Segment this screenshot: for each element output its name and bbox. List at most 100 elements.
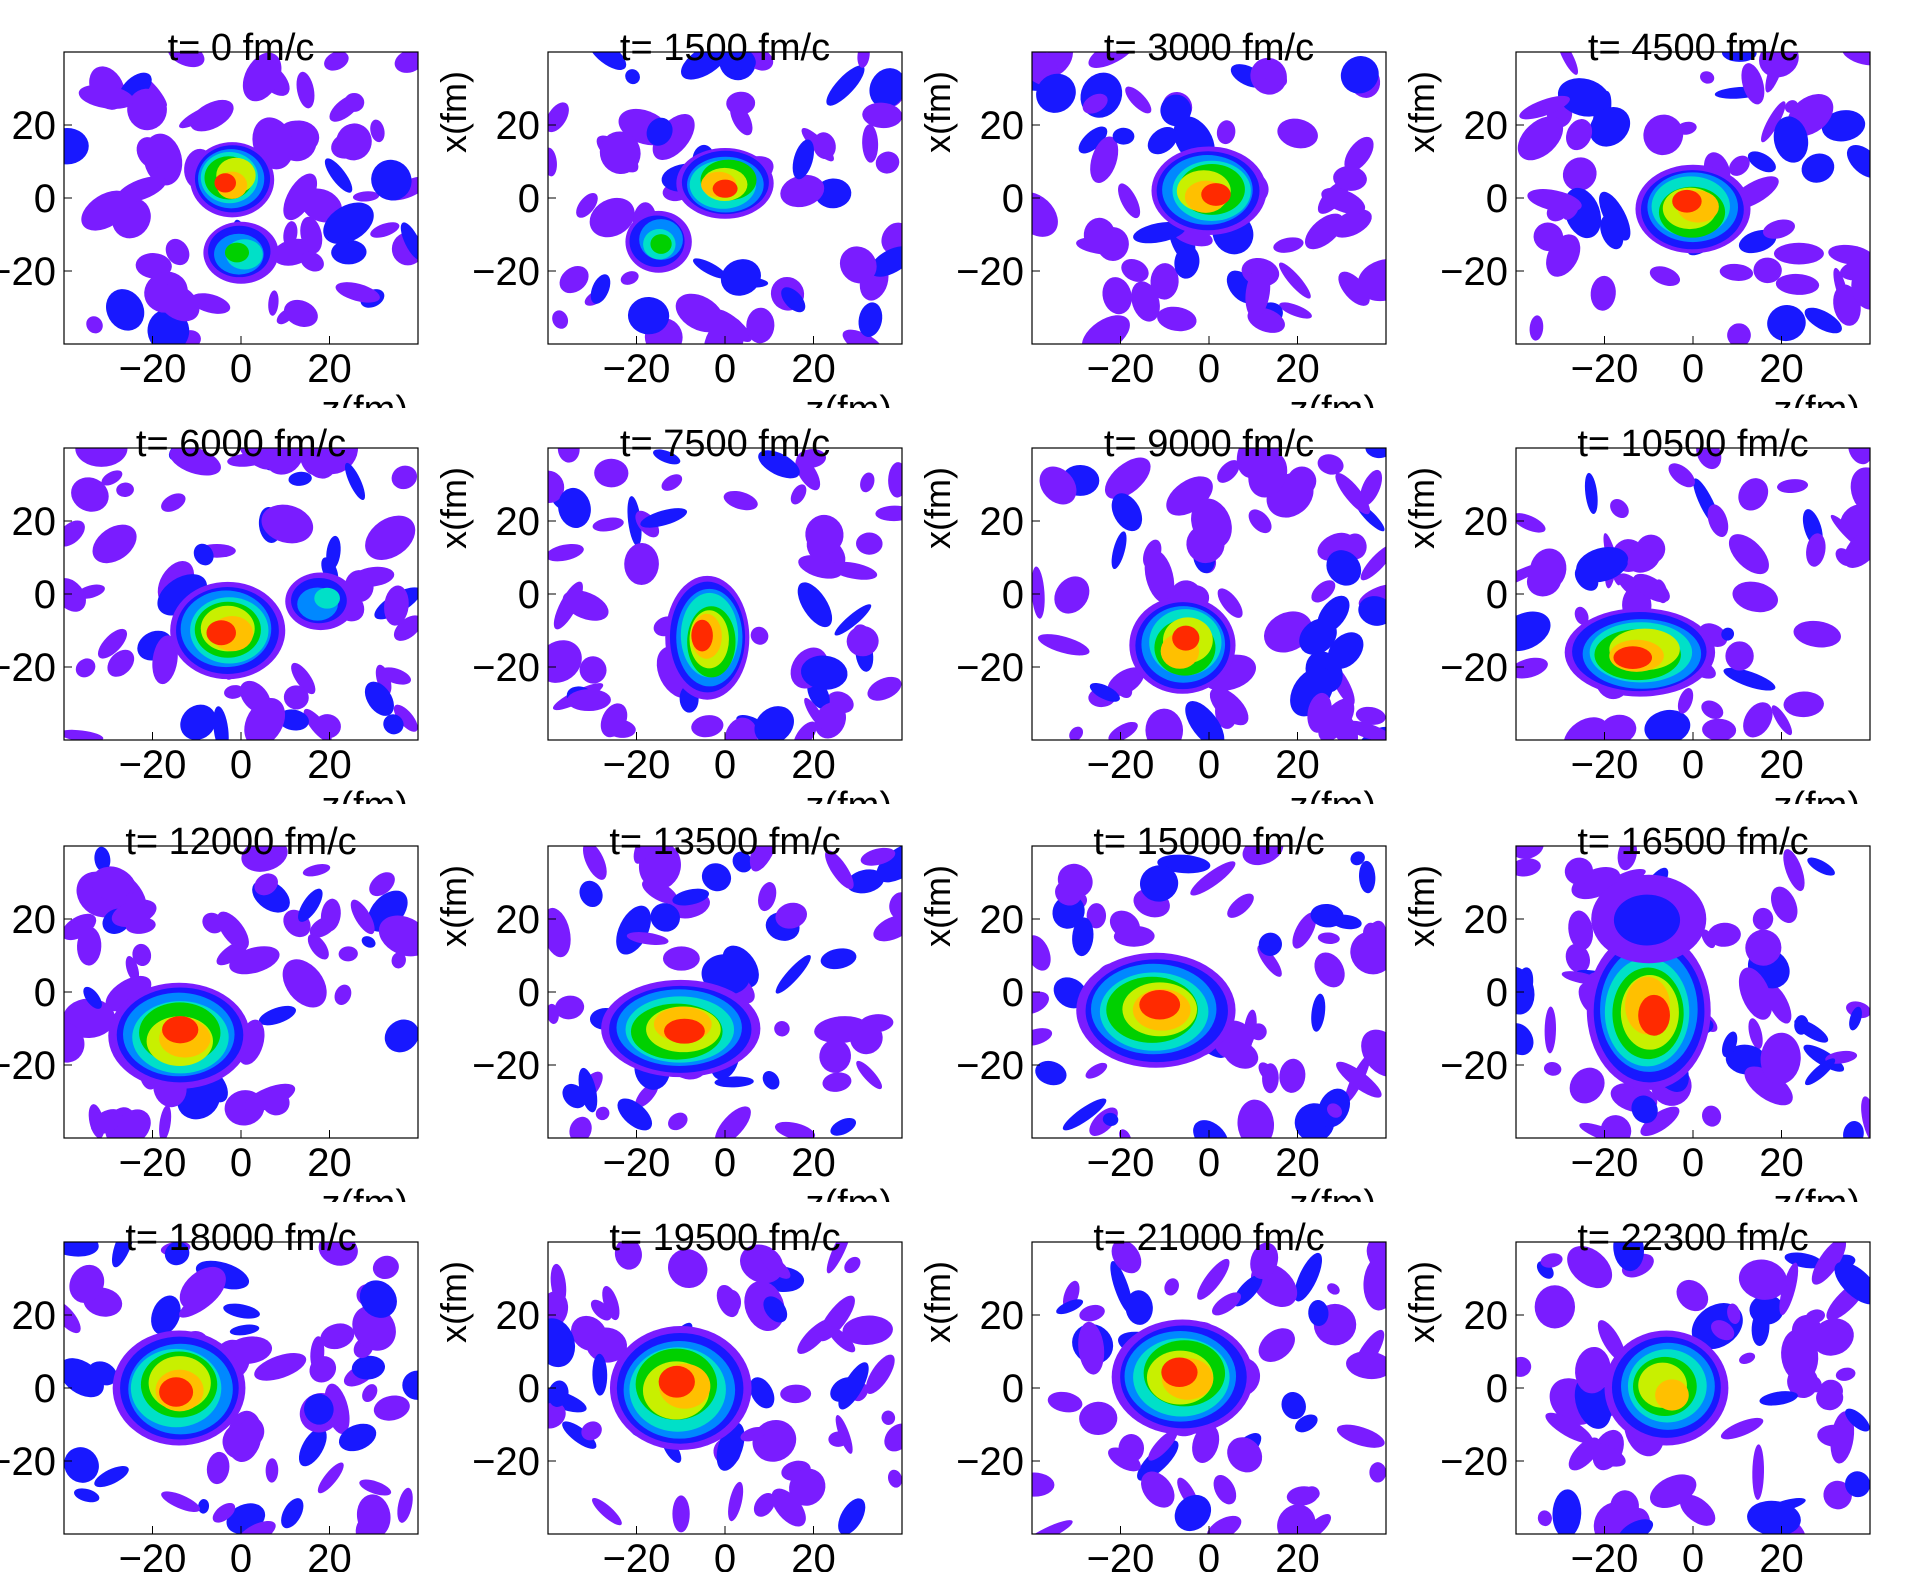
blob-0-level-8 — [1613, 646, 1653, 669]
noise-blob — [1314, 952, 1345, 988]
noise-blob — [1157, 306, 1197, 332]
noise-blob — [1543, 1061, 1562, 1076]
noise-blob — [859, 1014, 894, 1033]
noise-blob — [370, 119, 385, 143]
noise-blob — [815, 178, 852, 209]
y-tick-label: 20 — [1464, 1294, 1509, 1338]
noise-blob — [1139, 865, 1179, 902]
noise-blob — [838, 1498, 866, 1534]
noise-blob — [1569, 1067, 1605, 1104]
y-tick-label: 0 — [518, 573, 540, 617]
noise-blob — [1719, 263, 1754, 281]
y-tick-label: 20 — [12, 104, 57, 148]
noise-blob — [881, 1410, 896, 1425]
noise-blob — [1821, 110, 1866, 142]
blob-0-level-8 — [1161, 1357, 1198, 1388]
noise-blob — [1773, 116, 1809, 163]
noise-blob — [1279, 302, 1312, 319]
panel-title: t= 12000 fm/c — [125, 821, 356, 863]
noise-blob — [1576, 546, 1629, 583]
noise-blob — [1114, 677, 1133, 699]
noise-blob — [83, 986, 102, 1009]
blob-0-level-8 — [214, 173, 237, 193]
x-tick-label: −20 — [1087, 1537, 1155, 1572]
noise-blob — [1566, 119, 1593, 151]
noise-blob — [1741, 63, 1765, 105]
y-tick-label: 0 — [1002, 573, 1024, 617]
noise-blob — [1567, 1246, 1613, 1289]
noise-blob — [1701, 700, 1724, 720]
density-field — [548, 1242, 902, 1534]
y-tick-label: 20 — [12, 1294, 57, 1338]
noise-blob — [1317, 932, 1340, 944]
noise-blob — [229, 1324, 260, 1336]
noise-blob — [1777, 479, 1809, 494]
noise-blob — [1562, 157, 1597, 191]
noise-blob — [1331, 209, 1372, 238]
density-field — [1516, 448, 1870, 740]
noise-blob — [1534, 1285, 1576, 1329]
noise-blob — [320, 898, 341, 932]
noise-blob — [136, 137, 165, 169]
noise-blob — [94, 846, 111, 872]
noise-blob — [1108, 721, 1138, 740]
noise-blob — [754, 706, 794, 740]
noise-blob — [1258, 1328, 1295, 1362]
noise-blob — [1111, 493, 1143, 532]
noise-blob — [633, 846, 654, 864]
noise-blob — [1217, 588, 1243, 618]
noise-blob — [1640, 1106, 1680, 1137]
noise-blob — [548, 907, 571, 958]
noise-blob — [300, 216, 323, 254]
noise-blob — [875, 505, 902, 522]
noise-blob — [64, 1300, 81, 1334]
density-field — [64, 1242, 418, 1534]
noise-blob — [164, 1242, 190, 1266]
y-axis-label: x(fm) — [917, 71, 958, 153]
noise-blob — [1242, 846, 1284, 866]
noise-blob — [875, 151, 900, 174]
noise-blob — [258, 1005, 296, 1026]
x-tick-label: −20 — [1571, 1537, 1639, 1572]
noise-blob — [1193, 1120, 1229, 1138]
noise-blob — [1069, 726, 1084, 740]
noise-blob — [1190, 861, 1236, 896]
panel-title: t= 1500 fm/c — [620, 27, 830, 69]
noise-blob — [1047, 1391, 1083, 1413]
noise-blob — [846, 869, 885, 894]
noise-blob — [1843, 1120, 1864, 1138]
noise-blob — [548, 1402, 566, 1429]
x-tick-label: 20 — [307, 1537, 352, 1572]
noise-blob — [826, 1242, 852, 1274]
noise-blob — [365, 515, 416, 560]
noise-blob — [1360, 544, 1386, 581]
noise-blob — [1805, 1309, 1826, 1324]
y-axis-label: x(fm) — [433, 71, 474, 153]
noise-blob — [1032, 566, 1045, 619]
panel-10: −20 0 20 20 0 −20 t= 15000 fm/c z(fm) x(fm) — [917, 821, 1387, 1202]
noise-blob — [359, 1479, 392, 1496]
panel-title: t= 22300 fm/c — [1577, 1217, 1808, 1259]
noise-blob — [288, 471, 312, 486]
noise-blob — [326, 535, 341, 570]
noise-blob — [88, 1361, 118, 1386]
x-axis-label: z(fm) — [1773, 1183, 1860, 1225]
noise-blob — [758, 450, 800, 479]
noise-blob — [1086, 903, 1107, 929]
noise-blob — [732, 851, 753, 873]
y-axis-label: x(fm) — [433, 467, 474, 549]
noise-blob — [1627, 545, 1661, 573]
noise-blob — [237, 1520, 276, 1534]
y-tick-label: 0 — [518, 177, 540, 221]
noise-blob — [394, 52, 418, 73]
noise-blob — [1304, 213, 1344, 250]
x-tick-label: −20 — [119, 743, 187, 787]
noise-blob — [384, 585, 409, 626]
noise-blob — [1649, 266, 1681, 287]
density-field — [64, 448, 418, 740]
blob-0-level-8 — [1201, 183, 1231, 206]
x-axis-label: z(fm) — [321, 389, 408, 431]
blob-0-level-7 — [1655, 1379, 1689, 1411]
noise-blob — [298, 1427, 327, 1467]
